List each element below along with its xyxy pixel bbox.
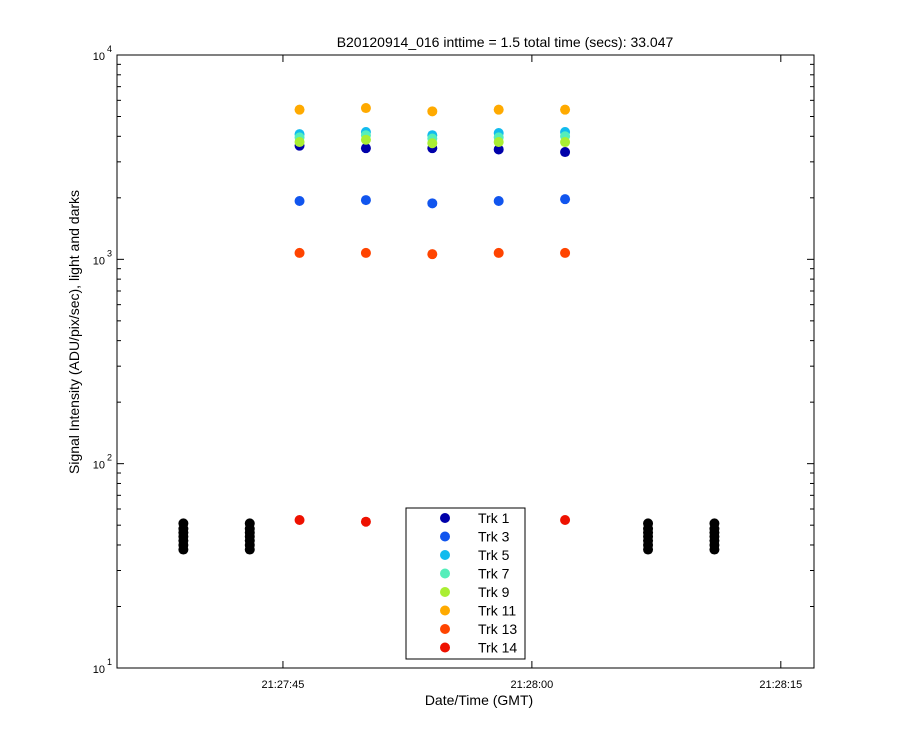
legend-label: Trk 9: [478, 584, 510, 600]
legend-label: Trk 13: [478, 621, 517, 637]
trk-14-point: [294, 515, 305, 526]
legend: Trk 1 Trk 3 Trk 5 Trk 7 Trk 9 Trk 11 Trk 13 Trk…: [405, 507, 526, 660]
trk-3-point: [294, 195, 305, 206]
trk-1-point: [560, 147, 571, 158]
trk-11-point: [427, 106, 438, 117]
y-tick-label-exponent: 1: [107, 657, 112, 667]
legend-label: Trk 11: [478, 603, 516, 619]
x-axis-label: Date/Time (GMT): [425, 692, 533, 708]
dark-point: [244, 518, 255, 529]
legend-label: Trk 5: [478, 547, 510, 563]
legend-item-trk-13: Trk 13: [440, 621, 517, 637]
trk-3-point: [560, 194, 571, 205]
legend-item-trk-11: Trk 11: [440, 603, 516, 619]
y-tick-label: 103: [93, 248, 112, 267]
trk-11-point: [360, 103, 371, 114]
legend-marker: [440, 587, 450, 597]
trk-1-point: [360, 143, 371, 154]
y-tick-label-exponent: 2: [107, 453, 112, 463]
legend-item-trk-5: Trk 5: [440, 547, 510, 563]
trk-9-point: [360, 134, 371, 145]
dark-point: [709, 518, 720, 529]
legend-marker: [440, 624, 450, 634]
legend-marker: [440, 531, 450, 542]
y-tick-label-base: 10: [93, 51, 105, 63]
legend-marker: [440, 513, 450, 523]
trk-3-point: [493, 195, 504, 206]
trk-9-point: [427, 138, 438, 149]
y-tick-label-exponent: 4: [107, 44, 112, 54]
x-tick-label: 21:28:15: [759, 679, 802, 691]
legend-item-trk-14: Trk 14: [440, 640, 517, 656]
trk-9-point: [493, 137, 504, 148]
x-tick-label: 21:27:45: [262, 679, 305, 691]
y-tick-label-exponent: 3: [107, 248, 112, 258]
legend-label: Trk 14: [478, 640, 517, 656]
trk-13-point: [427, 249, 438, 260]
legend-item-trk-1: Trk 1: [440, 510, 510, 526]
trk-14-point: [360, 516, 371, 527]
trk-3-point: [427, 198, 438, 209]
legend-marker: [440, 550, 450, 560]
trk-13-point: [360, 247, 371, 258]
plot-frame: [116, 54, 815, 669]
trk-13-point: [294, 247, 305, 258]
y-tick-label-base: 10: [93, 460, 105, 472]
y-tick-label: 102: [93, 453, 112, 472]
trk-9-point: [294, 137, 305, 148]
dark-point: [643, 518, 654, 529]
y-tick-label-base: 10: [93, 255, 105, 267]
legend-label: Trk 3: [478, 529, 510, 545]
legend-box: [405, 507, 526, 660]
x-tick-label: 21:28:00: [510, 679, 553, 691]
legend-item-trk-9: Trk 9: [440, 584, 510, 600]
legend-item-trk-7: Trk 7: [440, 566, 510, 582]
trk-9-point: [560, 137, 571, 148]
legend-marker: [440, 642, 450, 653]
legend-marker: [440, 605, 450, 616]
trk-11-point: [560, 104, 571, 115]
trk-1-point: [493, 144, 504, 155]
y-axis-label: Signal Intensity (ADU/pix/sec), light an…: [66, 190, 82, 474]
trk-13-point: [560, 247, 571, 258]
legend-marker: [440, 568, 450, 579]
data-points: [178, 103, 720, 555]
dark-point: [178, 518, 189, 529]
legend-label: Trk 7: [478, 566, 510, 582]
trk-3-point: [360, 195, 371, 206]
y-tick-label: 101: [93, 657, 112, 676]
legend-label: Trk 1: [478, 510, 510, 526]
trk-14-point: [560, 515, 571, 526]
trk-13-point: [493, 247, 504, 258]
legend-item-trk-3: Trk 3: [440, 529, 510, 545]
trk-11-point: [493, 104, 504, 115]
chart-title: B20120914_016 inttime = 1.5 total time (…: [337, 34, 674, 50]
trk-11-point: [294, 104, 305, 115]
y-tick-label-base: 10: [93, 664, 105, 676]
y-tick-label: 104: [93, 44, 112, 63]
